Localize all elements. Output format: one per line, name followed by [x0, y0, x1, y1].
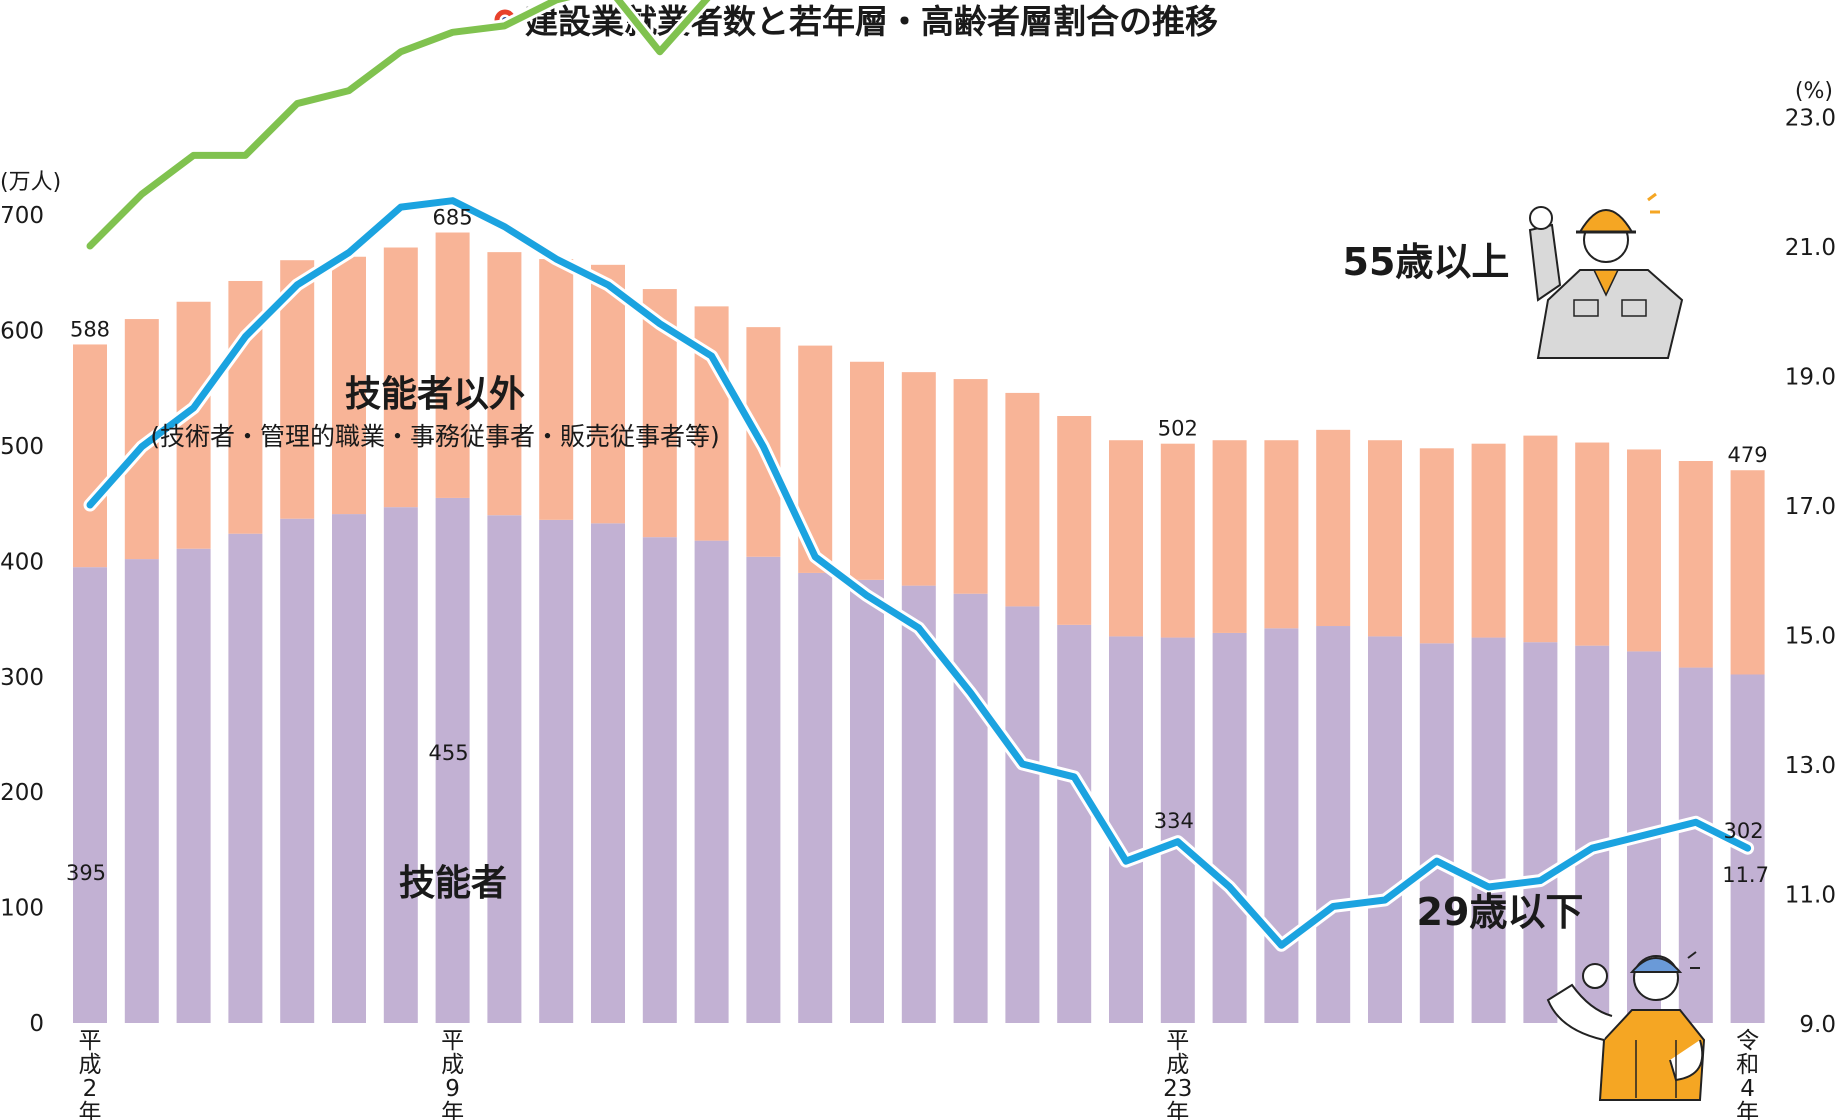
y-left-tick-label: 700: [0, 203, 44, 229]
y-left-tick-label: 400: [0, 549, 44, 575]
bar-non-skilled: [1057, 415, 1092, 625]
bar-skilled: [1212, 632, 1247, 1023]
bar-non-skilled: [383, 247, 418, 508]
line-end-label: 11.7: [1722, 863, 1769, 887]
x-tick-label: 平成 9 年: [441, 1028, 464, 1120]
bar-non-skilled: [176, 301, 211, 549]
bar-skilled: [332, 514, 366, 1023]
bar-skilled: [1368, 636, 1402, 1023]
bar-total-label: 685: [433, 206, 473, 230]
bar-skilled: [591, 523, 625, 1023]
bar-skilled: [1523, 642, 1558, 1023]
series-line-under29: [86, 197, 1752, 949]
bar-non-skilled: [539, 259, 574, 520]
y-right-tick-label: 23.0: [1785, 106, 1836, 132]
bar-skilled: [1264, 628, 1299, 1023]
bar-non-skilled: [591, 264, 625, 524]
bar-non-skilled: [1678, 461, 1713, 668]
bar-non-skilled: [1368, 440, 1402, 637]
bar-skilled: [1678, 667, 1713, 1023]
bar-skilled: [850, 579, 884, 1023]
bar-non-skilled: [1109, 440, 1143, 637]
bar-non-skilled: [487, 252, 522, 516]
bar-non-skilled: [1419, 448, 1454, 644]
series-line-over55: [86, 0, 711, 250]
bar-skilled-label: 334: [1154, 809, 1194, 833]
bar-non-skilled: [1212, 440, 1247, 633]
bar-non-skilled: [850, 361, 884, 580]
bar-total-label: 479: [1728, 443, 1768, 467]
x-tick-label: 令和 4 年: [1736, 1028, 1759, 1120]
bar-skilled-label: 302: [1724, 819, 1764, 843]
bar-skilled: [280, 518, 315, 1023]
y-right-tick-label: 9.0: [1799, 1012, 1836, 1038]
bar-skilled: [124, 559, 159, 1023]
y-right-unit: (%): [1795, 79, 1833, 104]
annotation-others-sub: (技術者・管理的職業・事務従事者・販売従事者等): [150, 422, 720, 451]
bar-skilled: [539, 519, 574, 1023]
senior-worker-illustration: [1528, 192, 1684, 359]
bar-non-skilled: [1160, 443, 1195, 638]
bar-non-skilled: [332, 256, 366, 515]
annotation-skilled: 技能者: [399, 863, 507, 904]
bar-skilled: [953, 593, 988, 1023]
bar-skilled: [435, 497, 470, 1023]
bar-skilled: [176, 548, 211, 1023]
bar-skilled-label: 395: [66, 861, 106, 885]
bar-skilled-label: 455: [429, 741, 469, 765]
bar-non-skilled: [1575, 442, 1610, 646]
x-tick-label: 平成 2 年: [79, 1028, 102, 1120]
y-left-tick-label: 100: [0, 896, 44, 922]
bar-non-skilled: [1730, 470, 1765, 675]
y-left-unit: (万人): [0, 170, 61, 195]
bar-non-skilled: [1264, 440, 1299, 629]
y-right-tick-label: 17.0: [1785, 494, 1836, 520]
bar-non-skilled: [1627, 449, 1661, 652]
bar-non-skilled: [1523, 435, 1558, 643]
bar-skilled: [228, 533, 263, 1023]
bar-skilled: [1575, 645, 1610, 1023]
y-left-tick-label: 500: [0, 434, 44, 460]
bar-skilled: [1109, 636, 1143, 1023]
bar-skilled: [1419, 643, 1454, 1023]
bar-skilled: [1057, 624, 1092, 1023]
annotation-others-title: 技能者以外: [345, 374, 525, 415]
bar-skilled: [746, 556, 781, 1023]
bar-non-skilled: [1316, 429, 1351, 627]
young-worker-illustration: [1546, 951, 1706, 1101]
bar-non-skilled: [953, 379, 988, 594]
x-tick-label: 平成 23 年: [1163, 1028, 1192, 1120]
bar-skilled: [1316, 626, 1351, 1023]
bar-skilled: [642, 537, 677, 1023]
bar-skilled: [1160, 637, 1195, 1023]
bar-skilled: [383, 507, 418, 1023]
y-right-tick-label: 25.0: [1785, 0, 1836, 2]
bar-skilled: [694, 540, 729, 1023]
y-right-tick-label: 11.0: [1785, 883, 1836, 909]
y-right-tick-label: 13.0: [1785, 753, 1836, 779]
y-right-tick-label: 15.0: [1785, 624, 1836, 650]
bar-skilled: [798, 572, 833, 1023]
bar-non-skilled: [901, 372, 936, 586]
bar-non-skilled: [1471, 443, 1506, 638]
bar-skilled: [487, 515, 522, 1023]
bar-non-skilled: [1005, 392, 1040, 607]
bar-non-skilled: [73, 344, 107, 568]
bar-non-skilled: [435, 232, 470, 498]
y-left-tick-label: 600: [0, 319, 44, 345]
bar-skilled: [1005, 606, 1040, 1023]
y-left-tick-label: 0: [29, 1011, 44, 1037]
bar-total-label: 502: [1158, 417, 1198, 441]
y-right-tick-label: 21.0: [1785, 235, 1836, 261]
bar-skilled: [901, 585, 936, 1023]
y-right-tick-label: 19.0: [1785, 365, 1836, 391]
bar-skilled: [1471, 637, 1506, 1023]
annotation-over55: 55歳以上: [1343, 240, 1510, 284]
bar-skilled: [73, 567, 107, 1023]
y-left-tick-label: 200: [0, 780, 44, 806]
y-left-tick-label: 300: [0, 665, 44, 691]
annotation-under29: 29歳以下: [1417, 890, 1584, 934]
bar-total-label: 588: [70, 317, 110, 341]
